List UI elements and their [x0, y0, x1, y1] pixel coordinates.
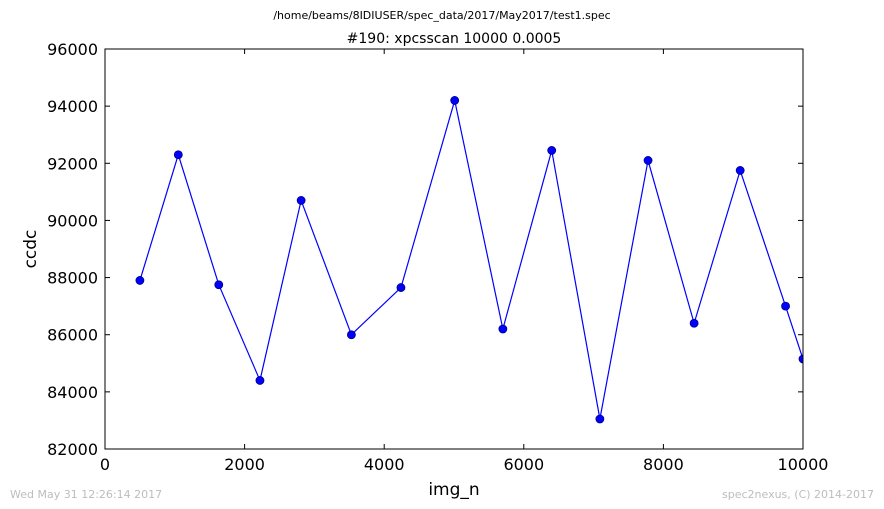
data-point [643, 156, 653, 165]
y-tick-label: 92000 [47, 154, 98, 173]
y-tick-label: 88000 [47, 269, 98, 288]
y-tick-label: 96000 [47, 40, 98, 59]
y-tick-label: 84000 [47, 383, 98, 402]
data-point [346, 330, 356, 340]
y-tick-label: 82000 [47, 440, 98, 459]
data-point [735, 166, 745, 175]
series-line [139, 100, 803, 420]
data-point [498, 324, 508, 334]
x-tick-label: 6000 [503, 455, 544, 474]
credit-footer: spec2nexus, (C) 2014-2017 [722, 488, 874, 501]
data-point [296, 196, 306, 205]
data-point [547, 146, 557, 155]
data-point [135, 276, 145, 285]
figure-suptitle: /home/beams/8IDIUSER/spec_data/2017/May2… [273, 9, 611, 22]
y-tick-label: 86000 [47, 326, 98, 345]
x-tick-label: 0 [100, 455, 110, 474]
data-point [255, 376, 265, 385]
y-axis-label: ccdc [21, 230, 41, 269]
plot-frame [104, 48, 804, 450]
plot-area [135, 96, 803, 424]
x-tick-label: 4000 [364, 455, 405, 474]
data-point [173, 150, 183, 160]
data-point [450, 96, 460, 105]
y-tick-label: 94000 [47, 97, 98, 116]
data-point [798, 354, 803, 364]
x-tick-label: 8000 [643, 455, 684, 474]
data-point [595, 414, 605, 424]
data-point [689, 318, 699, 328]
chart-title: #190: xpcsscan 10000 0.0005 [347, 31, 562, 47]
x-tick-label: 2000 [224, 455, 265, 474]
data-point [396, 283, 406, 292]
x-tick-label: 10000 [778, 455, 829, 474]
timestamp-footer: Wed May 31 12:26:14 2017 [10, 488, 163, 501]
y-tick-label: 90000 [47, 211, 98, 230]
data-point [781, 301, 790, 311]
x-axis-label: img_n [428, 480, 479, 500]
data-point [214, 280, 224, 290]
